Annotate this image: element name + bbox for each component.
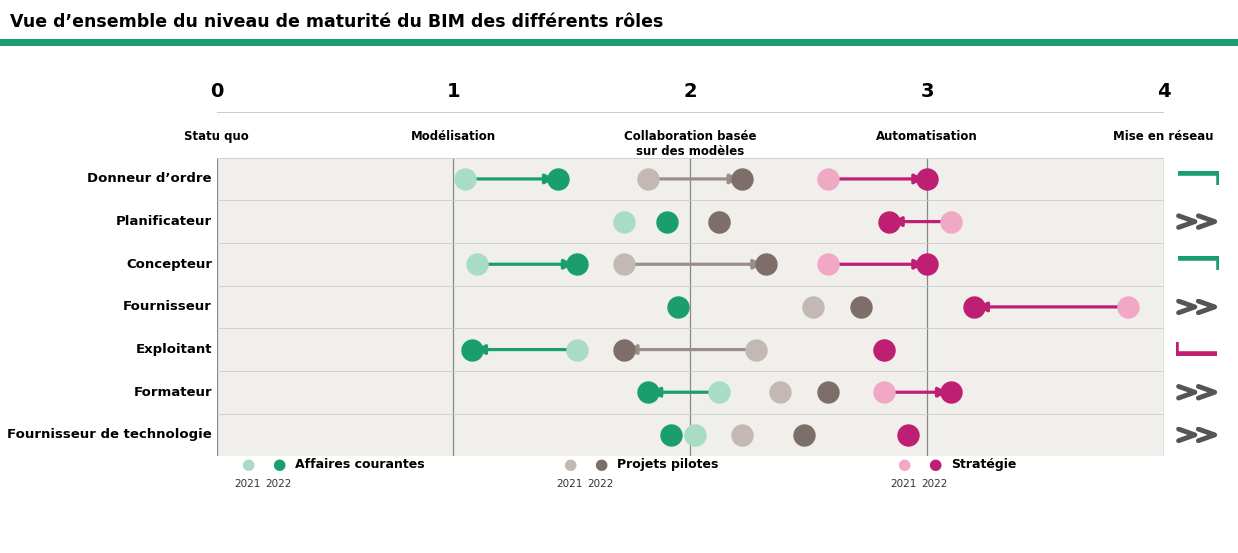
Point bbox=[851, 302, 870, 311]
Point bbox=[1118, 302, 1138, 311]
Text: Mise en réseau: Mise en réseau bbox=[1113, 130, 1214, 143]
Point bbox=[614, 260, 634, 269]
Text: 2022: 2022 bbox=[587, 479, 614, 489]
Point bbox=[567, 345, 587, 354]
Point bbox=[917, 260, 937, 269]
Text: 0: 0 bbox=[210, 82, 223, 101]
Point bbox=[708, 217, 728, 226]
Point bbox=[898, 430, 917, 439]
Text: ●: ● bbox=[272, 457, 285, 472]
Point bbox=[685, 430, 704, 439]
Text: Formateur: Formateur bbox=[134, 386, 212, 399]
Point bbox=[917, 175, 937, 184]
Text: ●: ● bbox=[241, 457, 254, 472]
Text: 1: 1 bbox=[447, 82, 461, 101]
Point bbox=[941, 388, 961, 397]
Text: ●: ● bbox=[898, 457, 910, 472]
Point bbox=[803, 302, 823, 311]
Text: 2: 2 bbox=[683, 82, 697, 101]
Point bbox=[817, 388, 837, 397]
Point bbox=[614, 345, 634, 354]
Text: 2022: 2022 bbox=[921, 479, 948, 489]
Text: 2021: 2021 bbox=[234, 479, 261, 489]
Text: Fournisseur: Fournisseur bbox=[123, 300, 212, 314]
Point bbox=[817, 175, 837, 184]
Point bbox=[638, 175, 657, 184]
Point bbox=[964, 302, 984, 311]
Point bbox=[614, 217, 634, 226]
Text: Exploitant: Exploitant bbox=[135, 343, 212, 356]
Point bbox=[467, 260, 487, 269]
Point bbox=[661, 430, 681, 439]
Point bbox=[874, 388, 894, 397]
Text: Vue d’ensemble du niveau de maturité du BIM des différents rôles: Vue d’ensemble du niveau de maturité du … bbox=[10, 13, 664, 31]
Text: Concepteur: Concepteur bbox=[126, 258, 212, 271]
Point bbox=[817, 260, 837, 269]
Text: ●: ● bbox=[563, 457, 576, 472]
Point bbox=[733, 430, 753, 439]
Point bbox=[708, 217, 728, 226]
Text: Automatisation: Automatisation bbox=[877, 130, 978, 143]
Text: Fournisseur de technologie: Fournisseur de technologie bbox=[7, 429, 212, 441]
Text: Stratégie: Stratégie bbox=[951, 458, 1016, 471]
Text: Statu quo: Statu quo bbox=[184, 130, 249, 143]
Text: 2022: 2022 bbox=[265, 479, 292, 489]
Point bbox=[879, 217, 899, 226]
Point bbox=[456, 175, 475, 184]
Point bbox=[656, 217, 676, 226]
Text: ●: ● bbox=[594, 457, 607, 472]
Text: ●: ● bbox=[928, 457, 941, 472]
Text: 4: 4 bbox=[1156, 82, 1171, 101]
Text: 3: 3 bbox=[920, 82, 933, 101]
Point bbox=[463, 345, 483, 354]
Point bbox=[874, 345, 894, 354]
Text: 2021: 2021 bbox=[556, 479, 583, 489]
Point bbox=[941, 217, 961, 226]
Point bbox=[567, 260, 587, 269]
Point bbox=[874, 345, 894, 354]
Text: Donneur d’ordre: Donneur d’ordre bbox=[88, 173, 212, 185]
Point bbox=[747, 345, 766, 354]
Point bbox=[708, 388, 728, 397]
Text: Modélisation: Modélisation bbox=[411, 130, 496, 143]
Point bbox=[638, 388, 657, 397]
Point bbox=[770, 388, 790, 397]
Point bbox=[669, 302, 688, 311]
Text: Affaires courantes: Affaires courantes bbox=[295, 458, 425, 471]
Point bbox=[756, 260, 776, 269]
Point bbox=[794, 430, 813, 439]
Point bbox=[547, 175, 567, 184]
Text: Planificateur: Planificateur bbox=[116, 215, 212, 228]
Point bbox=[733, 175, 753, 184]
Text: Projets pilotes: Projets pilotes bbox=[617, 458, 718, 471]
Text: Collaboration basée
sur des modèles: Collaboration basée sur des modèles bbox=[624, 130, 756, 158]
Text: 2021: 2021 bbox=[890, 479, 917, 489]
